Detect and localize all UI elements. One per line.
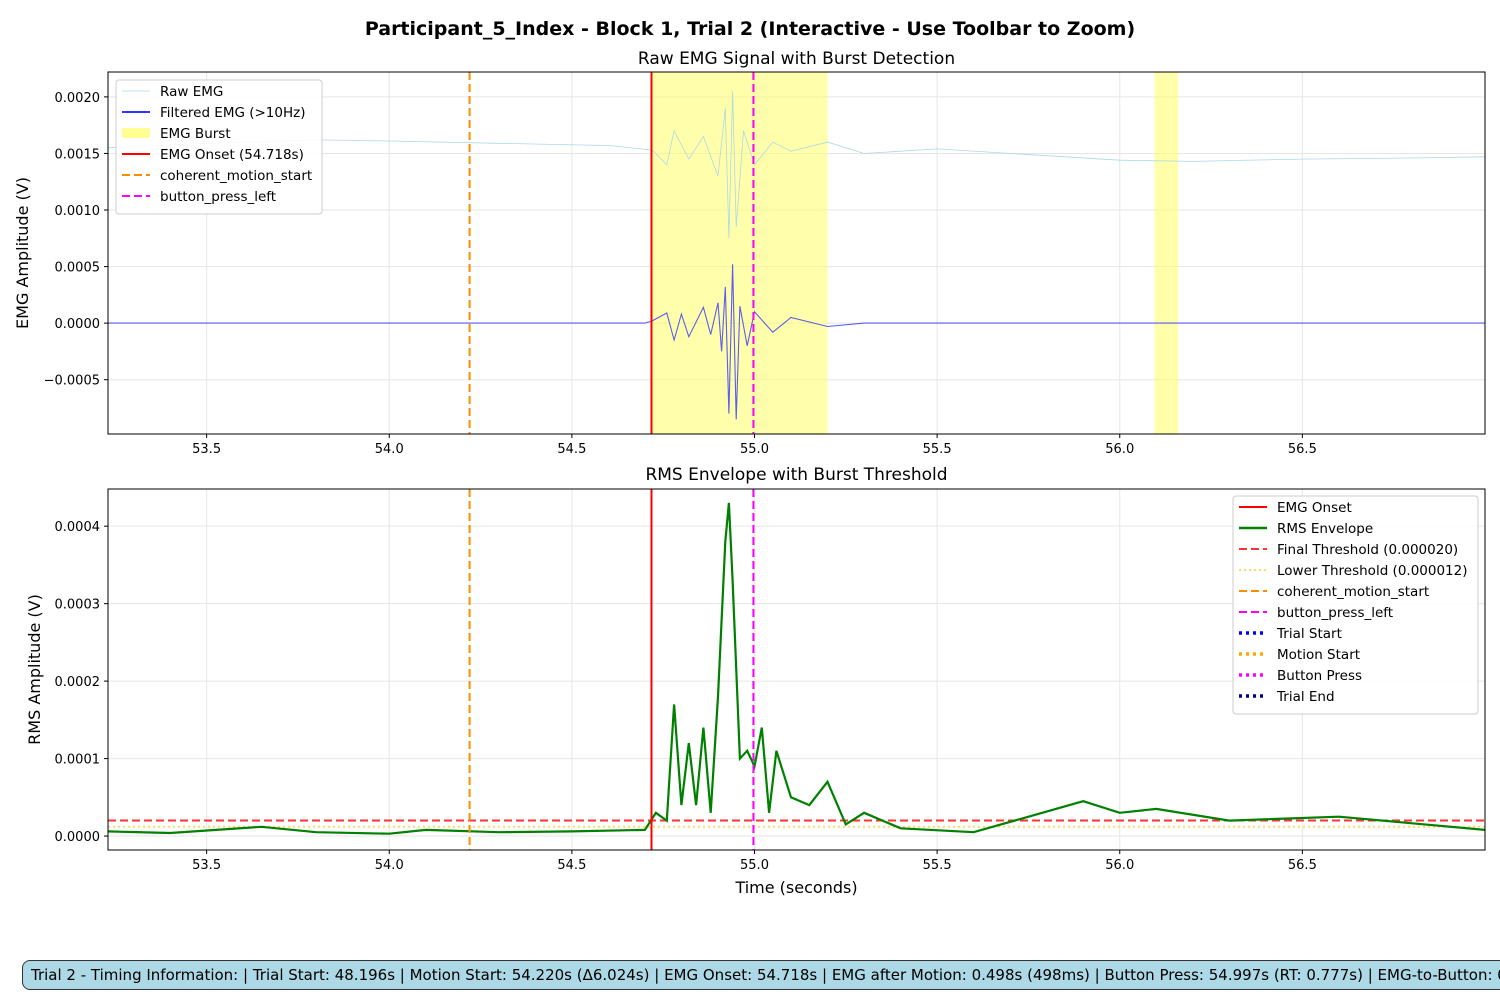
legend-label: button_press_left <box>160 189 276 205</box>
legend-label: button_press_left <box>1277 605 1393 621</box>
legend-label: EMG Burst <box>160 126 231 142</box>
x-tick-label: 53.5 <box>192 442 221 457</box>
series-line <box>108 264 1485 420</box>
legend-label: Filtered EMG (>10Hz) <box>160 105 306 121</box>
y-tick-label: −0.0005 <box>44 374 100 389</box>
axes-title: RMS Envelope with Burst Threshold <box>645 465 947 485</box>
emg-burst-region <box>651 72 828 434</box>
legend-label: RMS Envelope <box>1277 521 1373 537</box>
legend-label: coherent_motion_start <box>1277 584 1429 600</box>
x-tick-label: 53.5 <box>192 858 221 873</box>
plot-area <box>108 489 1485 850</box>
legend-label: EMG Onset (54.718s) <box>160 147 304 163</box>
legend-box <box>115 79 323 215</box>
rms-envelope-panel[interactable]: 53.5 54.0 54.5 55.0 55.5 56.0 56.5 0.0000 0.0001… <box>25 465 1486 897</box>
x-tick-label: 55.5 <box>923 858 952 873</box>
y-tick-label: 0.0010 <box>55 204 101 219</box>
emg-burst-region <box>1154 72 1179 434</box>
x-tick-label: 56.0 <box>1105 442 1134 457</box>
x-tick-label: 56.5 <box>1288 858 1317 873</box>
y-tick-label: 0.0015 <box>55 147 101 162</box>
axes-frame <box>107 488 1486 851</box>
legend-box <box>1232 495 1479 715</box>
x-tick-label: 54.0 <box>375 442 404 457</box>
y-tick-label: 0.0004 <box>55 520 101 535</box>
x-tick-label: 54.0 <box>375 858 404 873</box>
legend-label: Button Press <box>1277 668 1362 684</box>
figure-title: Participant_5_Index - Block 1, Trial 2 (… <box>365 18 1135 40</box>
y-tick-label: 0.0002 <box>55 675 101 690</box>
series-line <box>108 91 1485 239</box>
axes-frame <box>107 71 1486 435</box>
legend-label: Raw EMG <box>160 84 223 100</box>
legend-label: coherent_motion_start <box>160 168 312 184</box>
x-tick-label: 55.0 <box>740 442 769 457</box>
y-tick-label: 0.0001 <box>55 753 101 768</box>
legend-label: Final Threshold (0.000020) <box>1277 542 1458 558</box>
legend-label: EMG Onset <box>1277 500 1352 516</box>
legend-label: Motion Start <box>1277 647 1360 663</box>
plot-area <box>108 72 1485 434</box>
x-tick-label: 55.0 <box>740 858 769 873</box>
legend-label: Trial Start <box>1276 626 1342 642</box>
legend-swatch <box>122 128 150 138</box>
y-axis-label: EMG Amplitude (V) <box>13 177 32 329</box>
timing-info-text: Trial 2 - Timing Information: | Trial St… <box>31 966 1500 984</box>
legend: Raw EMG Filtered EMG (>10Hz) EMG Burst EMG … <box>115 79 323 215</box>
axes-title: Raw EMG Signal with Burst Detection <box>638 49 955 69</box>
x-tick-label: 54.5 <box>557 442 586 457</box>
y-tick-label: 0.0003 <box>55 598 101 613</box>
legend-label: Trial End <box>1276 689 1335 705</box>
x-tick-label: 55.5 <box>923 442 952 457</box>
series-line <box>108 502 1485 835</box>
timing-info-box: Trial 2 - Timing Information: | Trial St… <box>22 960 1500 990</box>
x-axis-label: Time (seconds) <box>734 878 857 897</box>
raw-emg-panel[interactable]: 53.5 54.0 54.5 55.0 55.5 56.0 56.5 −0.0005 0.000… <box>13 49 1486 457</box>
legend: EMG Onset RMS Envelope Final Threshold (0.… <box>1232 495 1479 715</box>
y-axis-label: RMS Amplitude (V) <box>25 594 44 745</box>
y-tick-label: 0.0020 <box>55 91 101 106</box>
x-tick-label: 56.5 <box>1288 442 1317 457</box>
y-tick-label: 0.0000 <box>55 830 101 845</box>
legend-label: Lower Threshold (0.000012) <box>1277 563 1468 579</box>
y-tick-label: 0.0000 <box>55 317 101 332</box>
x-tick-label: 56.0 <box>1105 858 1134 873</box>
x-tick-label: 54.5 <box>557 858 586 873</box>
y-tick-label: 0.0005 <box>55 261 101 276</box>
